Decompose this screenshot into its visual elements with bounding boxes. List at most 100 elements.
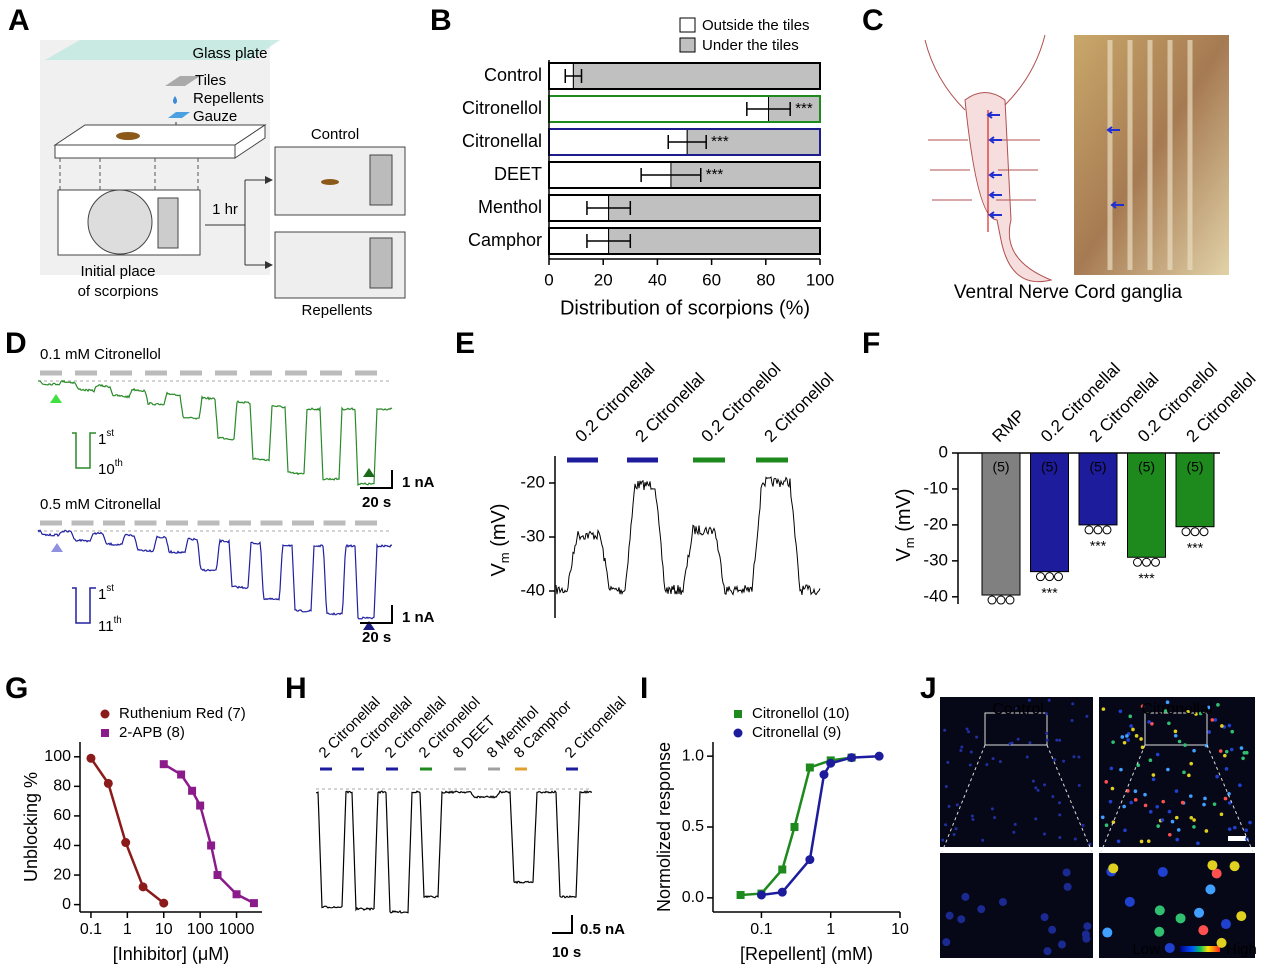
- cell: [998, 897, 1007, 906]
- cell: [1016, 737, 1020, 741]
- y-tick-label: 20: [53, 866, 71, 883]
- inset-trace: [72, 432, 96, 469]
- data-point: [805, 763, 814, 772]
- scale-label: 20 s: [362, 494, 391, 511]
- cell: [1122, 804, 1126, 809]
- cell: [1047, 698, 1051, 702]
- colorbar-label: High: [1226, 941, 1257, 958]
- cell: [1108, 863, 1119, 874]
- cell: [1058, 738, 1062, 742]
- cell: [1122, 740, 1127, 745]
- cell: [1167, 721, 1171, 726]
- x-tick-label: 0.1: [80, 921, 102, 938]
- cell: [1174, 815, 1179, 820]
- colorbar-label: Low: [1132, 941, 1160, 958]
- y-tick-label: -40: [923, 586, 948, 605]
- recording-trace: [316, 789, 592, 914]
- panel-label: B: [430, 4, 452, 37]
- data-point: [103, 778, 113, 788]
- recording-trace: [555, 476, 821, 596]
- cell: [1227, 792, 1231, 796]
- cell: [1133, 789, 1138, 794]
- cell: [1062, 868, 1071, 877]
- data-point: [188, 786, 197, 795]
- category-label: Citronellol: [462, 98, 542, 118]
- bar-segment: [608, 194, 821, 222]
- cell: [1125, 734, 1129, 738]
- y-tick-label: 0: [939, 442, 948, 461]
- image-title: Citronellal: [1141, 701, 1212, 718]
- bar-segment: [548, 128, 688, 156]
- image: [940, 697, 1093, 847]
- x-tick-label: 1000: [219, 921, 255, 938]
- cell: [1013, 706, 1017, 710]
- panel-label: J: [920, 672, 937, 705]
- scale-label: 1 nA: [402, 474, 435, 491]
- data-point: [177, 770, 186, 779]
- sweep-label-sup: st: [106, 428, 114, 439]
- cell: [1036, 788, 1040, 792]
- trace-title: 0.1 mM Citronellol: [40, 346, 161, 363]
- category-label: Control: [484, 65, 542, 85]
- sweep-label: 11th: [98, 615, 122, 635]
- photo-nerves: [1107, 40, 1193, 270]
- cell: [1177, 739, 1182, 744]
- cell: [1223, 753, 1227, 758]
- category-label: Camphor: [468, 230, 542, 250]
- data-point: [1045, 572, 1054, 582]
- cell: [1048, 925, 1057, 934]
- data-point: [1142, 557, 1151, 567]
- legend-marker: [733, 728, 743, 738]
- recording-trace: [37, 529, 393, 620]
- cell: [946, 760, 950, 764]
- cell: [1163, 709, 1168, 713]
- cell: [1040, 913, 1049, 922]
- sweep-label: 1st: [98, 583, 114, 603]
- cell: [981, 838, 985, 842]
- legend-label: Outside the tiles: [702, 17, 810, 34]
- cell: [1129, 724, 1133, 728]
- cell: [1150, 721, 1154, 726]
- cell: [1236, 911, 1247, 922]
- cell: [1043, 783, 1047, 787]
- cell: [968, 763, 972, 767]
- cell: [1220, 724, 1224, 728]
- marker-triangle: [363, 468, 375, 477]
- legend-swatch: [679, 37, 696, 53]
- cell: [1062, 759, 1066, 763]
- ganglion-arrow: [988, 191, 1002, 199]
- panel-label: I: [640, 672, 648, 705]
- fit-line: [89, 757, 165, 905]
- y-axis-label: Unblocking %: [21, 772, 41, 882]
- scorpion-legs: [924, 34, 1046, 201]
- ganglion-arrow: [1106, 126, 1120, 134]
- cell: [1154, 905, 1165, 916]
- cell: [1101, 707, 1106, 711]
- panel-label: H: [285, 672, 307, 705]
- cell: [1140, 745, 1145, 750]
- cell: [1220, 919, 1231, 930]
- y-tick-label: -30: [520, 526, 545, 545]
- data-point: [121, 838, 131, 848]
- data-point: [86, 753, 96, 763]
- panel-c-images: [908, 34, 1229, 283]
- cell: [1151, 773, 1156, 777]
- category-label: DEET: [494, 164, 542, 184]
- cell: [1012, 830, 1016, 834]
- cell: [957, 915, 966, 924]
- ganglion-arrow: [988, 211, 1002, 219]
- cell: [1133, 798, 1138, 802]
- x-tick-label: 100: [187, 921, 214, 938]
- data-point: [232, 890, 241, 899]
- cell: [1223, 796, 1228, 801]
- stimulus-label: 2 Citronellal: [562, 694, 630, 762]
- x-axis-label: Distribution of scorpions (%): [560, 297, 810, 319]
- cell: [1229, 861, 1240, 872]
- marker-triangle: [363, 621, 375, 630]
- cell: [1058, 835, 1062, 839]
- data-point: [1093, 525, 1103, 535]
- y-tick-label: 0.5: [682, 818, 704, 835]
- cell: [960, 745, 964, 749]
- cell: [1148, 809, 1153, 814]
- sweep-label-sup: st: [106, 583, 114, 594]
